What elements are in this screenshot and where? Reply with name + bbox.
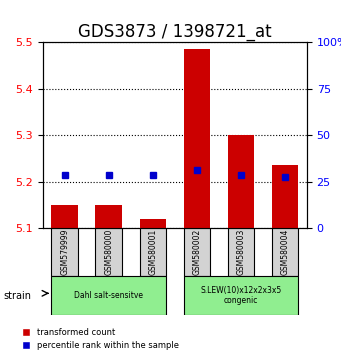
Legend: transformed count, percentile rank within the sample: transformed count, percentile rank withi… [18,328,179,350]
FancyBboxPatch shape [228,228,254,276]
Text: S.LEW(10)x12x2x3x5
congenic: S.LEW(10)x12x2x3x5 congenic [200,286,281,305]
Bar [272,165,298,228]
FancyBboxPatch shape [183,276,298,315]
Bar [51,205,78,228]
Text: GSM580002: GSM580002 [192,229,201,275]
Bar [95,205,122,228]
Text: GSM580001: GSM580001 [148,229,157,275]
Bar [228,135,254,228]
Text: GSM580000: GSM580000 [104,229,113,275]
FancyBboxPatch shape [183,228,210,276]
FancyBboxPatch shape [51,276,166,315]
FancyBboxPatch shape [272,228,298,276]
FancyBboxPatch shape [95,228,122,276]
FancyBboxPatch shape [139,228,166,276]
Text: GSM580004: GSM580004 [280,229,290,275]
Text: GSM580003: GSM580003 [236,229,245,275]
FancyBboxPatch shape [51,228,78,276]
Bar [183,50,210,228]
Title: GDS3873 / 1398721_at: GDS3873 / 1398721_at [78,23,271,41]
Bar [139,219,166,228]
Text: Dahl salt-sensitve: Dahl salt-sensitve [74,291,143,300]
Text: GSM579999: GSM579999 [60,229,69,275]
Text: strain: strain [3,291,31,301]
